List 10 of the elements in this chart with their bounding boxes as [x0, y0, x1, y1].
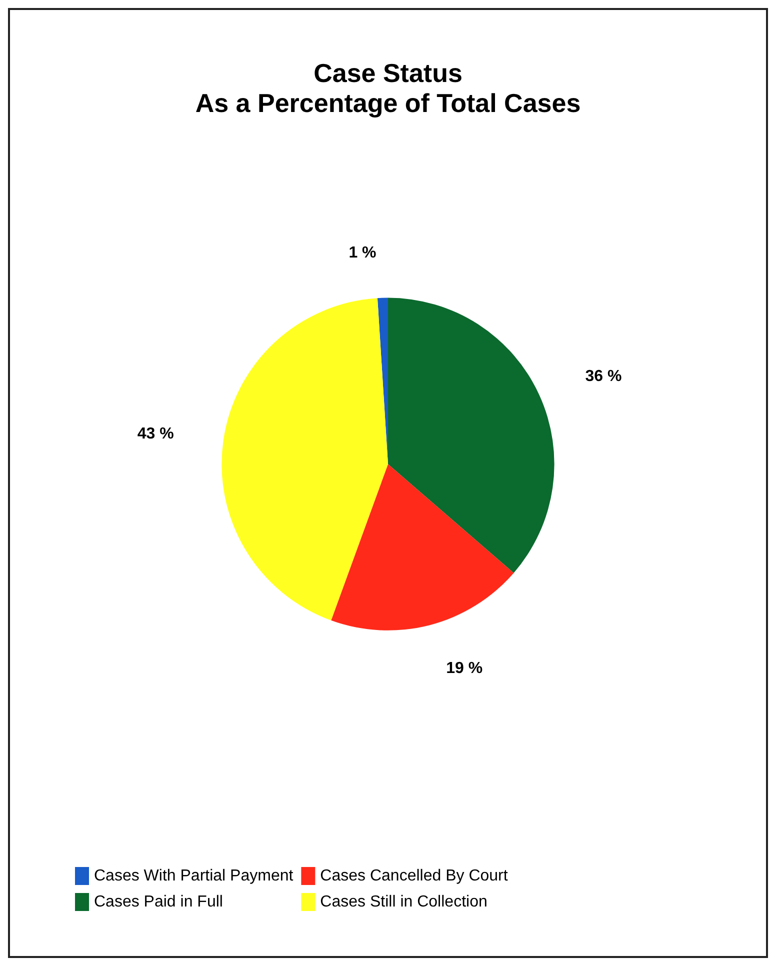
chart-title: Case Status	[314, 58, 462, 88]
legend-label: Cases With Partial Payment	[94, 868, 294, 884]
legend-label: Cases Cancelled By Court	[320, 868, 508, 884]
chart-subtitle: As a Percentage of Total Cases	[195, 88, 581, 118]
data-label: 43 %	[137, 426, 174, 443]
legend-label: Cases Paid in Full	[94, 894, 223, 910]
data-label: 36 %	[585, 368, 622, 385]
data-label: 1 %	[348, 244, 376, 262]
legend-label: Cases Still in Collection	[320, 894, 488, 910]
data-label: 19 %	[446, 660, 483, 678]
